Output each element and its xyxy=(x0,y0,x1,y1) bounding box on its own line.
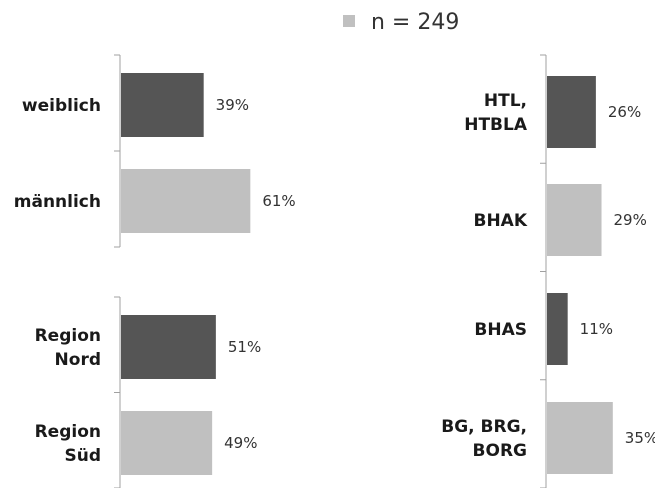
data-label: 35% xyxy=(625,429,655,447)
data-label: 51% xyxy=(228,338,261,356)
bar-charts: 39% weiblich 61% männlich 51% Region Nord 49% Re… xyxy=(14,54,655,488)
category-label: HTL, HTBLA xyxy=(464,91,528,135)
category-label: männlich xyxy=(14,192,101,212)
bar xyxy=(121,411,213,475)
bar xyxy=(547,76,596,148)
bar xyxy=(547,402,613,474)
chart-2: 51% Region Nord 49% Region Süd xyxy=(35,296,261,488)
category-label-line: BG, BRG, xyxy=(441,417,527,437)
category-label: BG, BRG, BORG xyxy=(441,417,527,461)
data-label: 26% xyxy=(608,103,641,121)
category-label-line: Region xyxy=(35,422,101,442)
category-label-line: weiblich xyxy=(22,96,101,116)
category-label-line: Nord xyxy=(55,350,101,370)
legend: n = 249 xyxy=(343,10,459,35)
data-label: 39% xyxy=(216,96,249,114)
category-label-line: Region xyxy=(35,326,101,346)
category-label: Region Nord xyxy=(35,326,101,370)
data-label: 49% xyxy=(224,434,257,452)
category-label-line: BHAS xyxy=(474,320,527,340)
category-label-line: männlich xyxy=(14,192,101,212)
bar xyxy=(121,169,251,233)
category-label: BHAS xyxy=(474,320,527,340)
category-label-line: HTBLA xyxy=(464,115,528,135)
bar xyxy=(547,184,602,256)
data-label: 11% xyxy=(580,320,613,338)
category-label: weiblich xyxy=(22,96,101,116)
bar xyxy=(121,315,216,379)
category-label-line: HTL, xyxy=(484,91,527,111)
bar xyxy=(121,73,204,137)
category-label-line: BHAK xyxy=(473,211,527,231)
bar xyxy=(547,293,568,365)
data-label: 61% xyxy=(262,192,295,210)
data-label: 29% xyxy=(614,211,647,229)
chart-1: 39% weiblich 61% männlich xyxy=(14,54,296,248)
legend-label: n = 249 xyxy=(371,10,459,35)
chart-3: 26% HTL, HTBLA 29% BHAK 11% BHAS 35% BG, BRG, BOR… xyxy=(441,54,655,488)
legend-swatch xyxy=(343,15,355,27)
category-label: BHAK xyxy=(473,211,527,231)
category-label-line: BORG xyxy=(473,441,527,461)
category-label-line: Süd xyxy=(64,446,101,466)
category-label: Region Süd xyxy=(35,422,101,466)
